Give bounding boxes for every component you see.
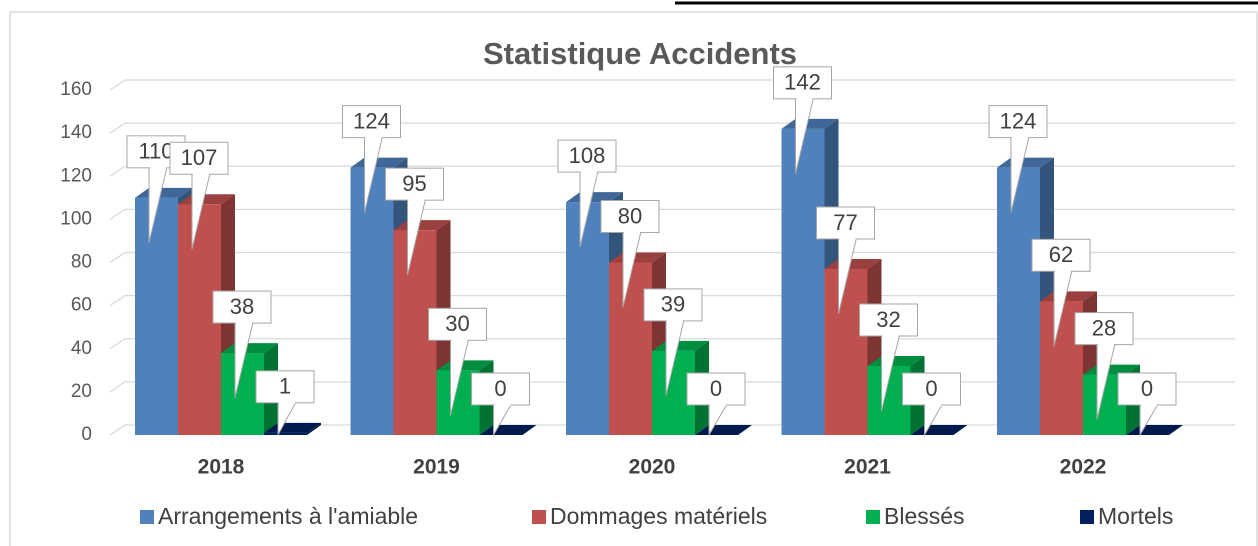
label-box	[471, 372, 530, 406]
bar	[350, 157, 408, 435]
grid-line	[109, 122, 126, 134]
data-label: 30	[445, 311, 469, 336]
data-label: 0	[494, 376, 506, 401]
y-tick-label: 40	[71, 338, 92, 359]
legend-marker	[532, 510, 546, 524]
label-cover	[925, 403, 942, 406]
chart-title: Statistique Accidents	[483, 36, 797, 71]
grid-line	[109, 251, 126, 264]
grid-line	[109, 79, 126, 91]
label-box	[1031, 238, 1091, 272]
data-label: 38	[230, 294, 254, 319]
label-box	[988, 105, 1048, 139]
bar-front	[997, 167, 1040, 435]
label-cover	[1055, 269, 1071, 273]
bar-front	[135, 197, 178, 435]
legend-marker	[866, 510, 880, 524]
data-label: 110	[138, 139, 173, 164]
data-label: 124	[353, 108, 390, 133]
data-label: 142	[784, 70, 821, 95]
legend-label: Arrangements à l'amiable	[158, 503, 418, 529]
bar-front	[350, 167, 394, 435]
label-cover	[624, 230, 640, 234]
bar-side	[307, 422, 321, 435]
label-box	[816, 206, 875, 240]
grid-line	[109, 165, 126, 177]
grid-line	[109, 381, 126, 393]
x-tick-label: 2021	[844, 456, 891, 479]
label-cover	[1141, 403, 1157, 406]
chart-frame	[9, 11, 1258, 546]
label-box	[385, 167, 444, 201]
data-label: 108	[569, 143, 606, 168]
data-label: 1	[279, 374, 291, 399]
y-tick-label: 0	[81, 424, 92, 445]
label-box	[342, 105, 401, 139]
y-tick-label: 120	[60, 165, 92, 186]
y-tick-label: 160	[60, 79, 92, 100]
label-cover	[193, 172, 209, 176]
data-label: 62	[1049, 242, 1073, 267]
x-tick-label: 2022	[1060, 456, 1107, 479]
grid-line	[109, 295, 126, 307]
bar-front	[609, 262, 652, 435]
label-box	[773, 66, 832, 100]
label-cover	[839, 236, 856, 240]
x-tick-label: 2019	[413, 456, 460, 479]
label-cover	[236, 321, 252, 325]
data-label: 107	[181, 145, 218, 170]
label-box	[428, 307, 487, 341]
data-label: 124	[1000, 108, 1037, 133]
grid-line	[109, 424, 126, 436]
label-cover	[494, 403, 511, 406]
label-cover	[581, 170, 597, 174]
x-tick-label: 2020	[629, 456, 676, 479]
grid-line	[109, 338, 126, 350]
legend-label: Mortels	[1098, 503, 1173, 529]
bar-front	[566, 202, 609, 435]
label-box	[1117, 372, 1177, 406]
legend-marker	[1080, 510, 1094, 524]
data-label: 0	[1141, 376, 1153, 401]
label-cover	[1012, 135, 1028, 139]
label-cover	[279, 400, 295, 404]
data-label: 0	[925, 376, 937, 401]
data-label: 0	[710, 376, 722, 401]
y-tick-label: 100	[60, 208, 92, 229]
data-label: 95	[402, 171, 426, 196]
x-tick-label: 2018	[198, 456, 245, 479]
bar-front	[264, 432, 307, 435]
y-tick-label: 140	[60, 122, 92, 143]
data-label: 39	[661, 292, 685, 317]
legend-label: Dommages matériels	[550, 503, 767, 529]
bar-front	[824, 268, 868, 435]
data-label: 32	[876, 307, 900, 332]
grid-line	[109, 208, 126, 220]
label-box	[169, 141, 229, 175]
data-label: 77	[833, 210, 857, 235]
label-cover	[667, 318, 683, 322]
label-box	[212, 290, 272, 324]
bar-front	[781, 128, 825, 435]
data-label: 80	[618, 203, 642, 228]
y-tick-label: 60	[71, 295, 92, 316]
label-cover	[882, 334, 899, 337]
label-cover	[150, 165, 166, 169]
y-tick-label: 80	[71, 252, 92, 273]
data-label: 28	[1092, 315, 1116, 340]
label-box	[643, 288, 703, 322]
label-cover	[710, 403, 726, 406]
label-cover	[1098, 342, 1114, 346]
label-box	[902, 372, 961, 406]
legend-label: Blessés	[884, 503, 965, 529]
label-cover	[365, 135, 382, 139]
label-cover	[408, 198, 425, 202]
label-cover	[796, 96, 813, 100]
label-cover	[451, 338, 468, 342]
legend-marker	[140, 510, 154, 524]
y-tick-label: 20	[71, 381, 92, 402]
